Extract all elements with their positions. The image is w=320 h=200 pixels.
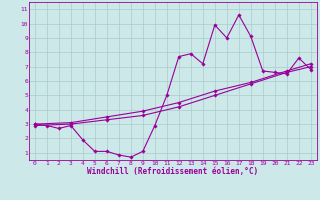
X-axis label: Windchill (Refroidissement éolien,°C): Windchill (Refroidissement éolien,°C) — [87, 167, 258, 176]
